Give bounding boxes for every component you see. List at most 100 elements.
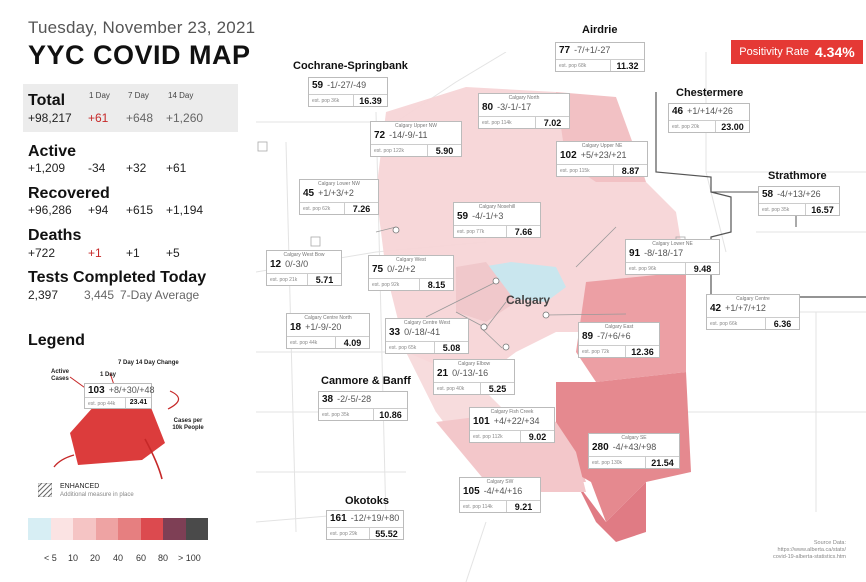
cases: 46: [672, 106, 684, 117]
total-1day: +61: [88, 111, 109, 125]
change: 0/-3/0: [285, 259, 309, 269]
cases: 18: [290, 322, 302, 333]
rate: 21.54: [645, 457, 679, 468]
rate: 8.15: [419, 279, 453, 290]
tests-value: 2,397: [28, 288, 59, 302]
label: Calgary West: [396, 257, 426, 263]
col-header-7day: 7 Day: [128, 91, 149, 100]
label: Calgary Lower NE: [652, 241, 693, 247]
change: -14/-9/-11: [389, 130, 428, 140]
recovered-label: Recovered: [28, 185, 110, 202]
change: 0/-18/-41: [404, 327, 441, 337]
pop: est. pop 122k: [374, 148, 405, 154]
canmore-label: Canmore & Banff: [321, 375, 411, 387]
rate: 11.32: [610, 60, 644, 71]
pop: est. pop 62k: [303, 206, 331, 212]
cochrane-label: Cochrane-Springbank: [293, 60, 408, 72]
change: +1/+14/+26: [687, 106, 733, 116]
recovered-7day: +615: [126, 203, 154, 217]
label: Calgary East: [604, 324, 634, 330]
pop: est. pop 65k: [389, 345, 417, 351]
rate: 55.52: [369, 528, 403, 539]
change: +1/+3/+2: [318, 188, 354, 198]
change: 0/-13/-16: [452, 368, 489, 378]
scale-swatch: [73, 518, 96, 540]
deaths-value: +722: [28, 246, 56, 260]
legend-7day-14day-label: 7 Day 14 Day Change: [118, 360, 179, 366]
label: Calgary North: [508, 95, 540, 101]
region-box-calgary-east: Calgary East 89 -7/+6/+6 est. pop 72k 12.3…: [578, 322, 660, 358]
total-7day: +648: [126, 111, 154, 125]
active-7day: +32: [126, 161, 147, 175]
source-link[interactable]: covid-19-alberta-statistics.htm: [772, 554, 846, 560]
change: -7/+1/-27: [574, 45, 611, 55]
rate: 12.36: [625, 346, 659, 357]
pop: est. pop 114k: [482, 120, 512, 126]
cases: 89: [582, 331, 594, 342]
pop: est. pop 21k: [270, 277, 298, 283]
rate: 7.66: [506, 226, 540, 237]
legend-1day-label: 1 Day: [100, 372, 117, 378]
pop: est. pop 115k: [560, 168, 590, 174]
pop: est. pop 96k: [629, 266, 657, 272]
rate: 23.00: [715, 121, 749, 132]
region-box-calgary-centre-north: Calgary Centre North 18 +1/-9/-20 est. po…: [286, 313, 370, 349]
positivity-value: 4.34%: [815, 44, 855, 60]
label: Calgary Elbow: [457, 361, 491, 367]
scale-label: > 100: [178, 553, 201, 563]
source-note: Source Data: https://www.alberta.ca/stat…: [773, 540, 846, 561]
rate: 9.02: [520, 431, 554, 442]
change: +1/+7/+12: [725, 303, 766, 313]
airdrie-label: Airdrie: [582, 24, 618, 36]
change: -7/+6/+6: [597, 331, 631, 341]
scale-swatch: [28, 518, 51, 540]
region-box-calgary-upper-nw: Calgary Upper NW 72 -14/-9/-11 est. pop 1…: [370, 121, 462, 157]
change: +1/-9/-20: [305, 322, 342, 332]
pop: est. pop 40k: [437, 386, 465, 392]
region-box-calgary-sw: Calgary SW 105 -4/+4/+16 est. pop 114k 9.2…: [459, 477, 541, 513]
cases: 45: [303, 188, 315, 199]
active-label: Active: [28, 143, 77, 160]
cases: 33: [389, 327, 401, 338]
cases: 59: [457, 211, 469, 222]
pop: est. pop 72k: [582, 349, 610, 355]
cases: 72: [374, 130, 386, 141]
pop: est. pop 36k: [312, 98, 340, 104]
change: 0/-2/+2: [387, 264, 416, 274]
chestermere-label: Chestermere: [676, 87, 744, 99]
cases: 21: [437, 368, 449, 379]
rate: 5.08: [434, 342, 468, 353]
region-box-airdrie: 77 -7/+1/-27 est. pop 68k 11.32: [555, 42, 645, 72]
rate: 16.39: [353, 95, 387, 106]
source-link[interactable]: https://www.alberta.ca/stats/: [777, 547, 846, 553]
deaths-14day: +5: [166, 246, 180, 260]
total-14day: +1,260: [166, 111, 204, 125]
label: Calgary Upper NW: [395, 123, 437, 129]
pop: est. pop 44k: [290, 340, 318, 346]
cases: 91: [629, 248, 641, 259]
enhanced-label: ENHANCED: [60, 483, 100, 490]
deaths-7day: +1: [126, 246, 140, 260]
region-box-calgary-centre-west: Calgary Centre West 33 0/-18/-41 est. pop…: [385, 318, 469, 354]
legend-title: Legend: [28, 332, 85, 349]
legend-color-scale: [28, 518, 208, 540]
change: -1/-27/-49: [327, 80, 367, 90]
tests-label: Tests Completed Today: [28, 269, 207, 286]
rate: 4.09: [335, 337, 369, 348]
rate: 9.48: [685, 263, 719, 274]
cases: 280: [592, 442, 609, 453]
map-poi-icon: [257, 141, 268, 152]
legend-cases-per-label: Cases per 10k People: [172, 418, 204, 431]
col-header-14day: 14 Day: [168, 91, 194, 100]
pop: est. pop 29k: [330, 531, 358, 537]
rate: 16.57: [805, 204, 839, 215]
report-date: Tuesday, November 23, 2021: [28, 18, 256, 37]
okotoks-label: Okotoks: [345, 495, 390, 507]
change: -4/-1/+3: [472, 211, 504, 221]
map-city-label: Calgary: [506, 293, 550, 307]
label: Calgary West Bow: [283, 252, 325, 258]
cases: 59: [312, 80, 324, 91]
pop: est. pop 68k: [559, 63, 587, 69]
cases: 58: [762, 189, 774, 200]
active-1day: -34: [88, 161, 106, 175]
